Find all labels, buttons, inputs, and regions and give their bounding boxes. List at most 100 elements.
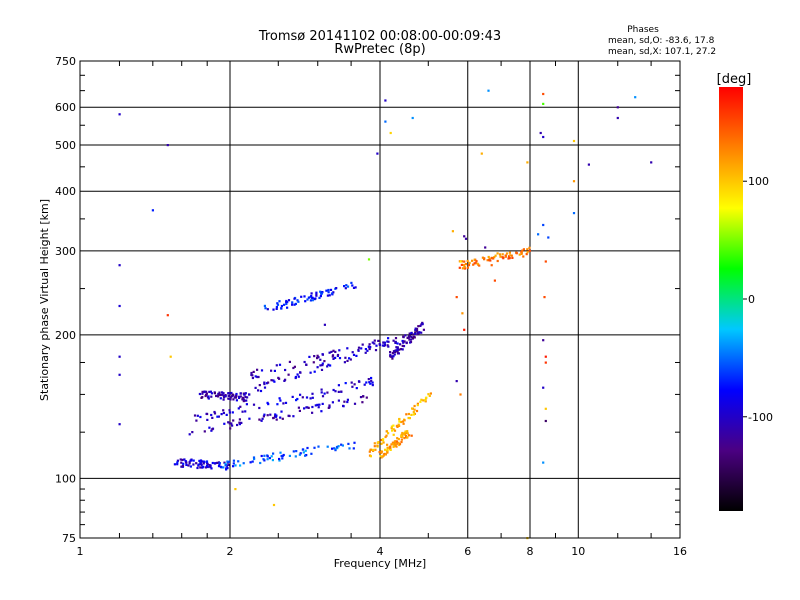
data-point [364,351,367,354]
data-point [292,366,295,370]
data-point [192,459,195,462]
data-point [222,396,226,399]
data-point [542,223,545,227]
data-point [222,409,225,412]
data-point [350,281,353,284]
data-point [415,409,419,413]
data-point [412,410,415,414]
data-point [197,463,200,466]
data-point [234,488,237,491]
data-point [331,354,335,357]
data-point [231,424,234,427]
data-point [394,349,397,352]
data-point [262,415,265,418]
data-point [501,253,504,256]
data-point [309,371,312,374]
data-point [401,348,404,351]
y-tick-label: 100 [55,472,76,485]
x-tick-label: 10 [571,545,585,558]
data-layer [118,89,653,540]
data-point [387,340,390,343]
data-point [328,351,331,354]
data-point [280,304,283,308]
data-point [213,392,216,395]
data-point [224,394,227,397]
data-point [510,254,513,257]
data-point [227,463,230,467]
data-point [251,376,254,380]
data-point [232,459,235,462]
data-point [396,342,399,345]
data-point [207,395,210,398]
data-point [287,299,291,302]
data-point [404,334,407,337]
y-tick-label: 75 [62,532,76,545]
data-point [248,417,251,420]
data-point [395,440,398,443]
data-point [391,441,394,444]
data-point [413,404,416,408]
data-point [286,306,289,309]
data-point [210,395,213,398]
data-point [292,415,295,418]
data-point [224,395,227,398]
data-point [504,255,507,258]
data-point [387,432,390,435]
data-point [118,304,121,308]
data-point [384,99,387,102]
data-point [317,406,320,409]
data-point [237,460,240,463]
data-point [312,361,315,364]
data-point [239,395,242,398]
data-point [398,424,401,427]
data-point [417,325,420,328]
colorbar [719,87,743,511]
data-point [244,395,247,399]
data-point [323,323,326,326]
data-point [634,96,637,99]
data-point [392,433,395,436]
data-point [296,299,299,302]
data-point [282,402,285,405]
data-point [420,398,423,401]
data-point [250,371,253,375]
data-point [371,381,374,384]
data-point [182,462,185,465]
data-point [274,415,278,418]
data-point [181,458,184,461]
data-point [204,466,207,469]
data-point [196,466,199,470]
data-point [227,392,230,395]
data-point [321,353,324,356]
data-point [458,266,461,269]
data-point [383,341,386,344]
data-point [337,445,340,448]
data-point [275,418,278,421]
data-point [462,264,466,267]
data-point [406,336,409,339]
data-point [280,454,283,458]
data-point [405,434,408,437]
data-point [293,297,296,300]
data-point [323,360,326,363]
data-point [463,328,466,331]
data-point [180,465,183,468]
data-point [361,343,364,346]
data-point [280,410,283,413]
data-point [222,398,225,401]
data-point [365,396,368,399]
data-point [287,373,290,376]
data-point [383,453,386,456]
data-point [487,255,490,259]
data-point [480,152,483,155]
data-point [285,302,288,305]
data-point [389,355,393,358]
data-point [346,398,349,401]
data-point [326,294,329,297]
data-point [266,401,269,404]
data-point [412,333,415,336]
data-point [520,252,523,255]
data-point [210,392,213,395]
data-point [338,357,342,360]
data-point [199,462,202,465]
